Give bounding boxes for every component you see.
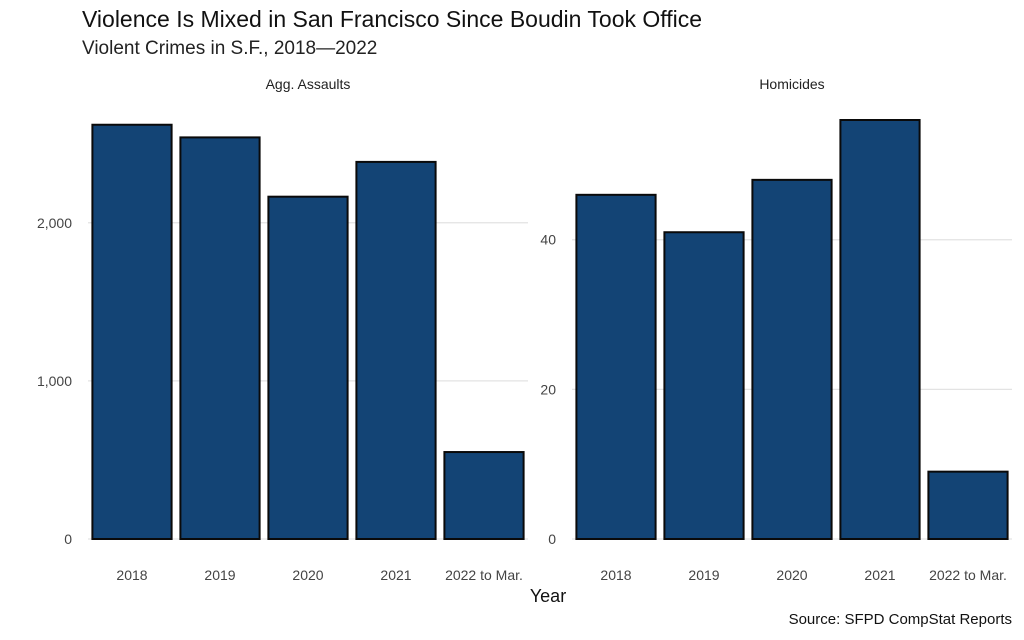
bar-1-0 [575,193,657,540]
bar-1-4 [927,470,1009,540]
x-tick-label-0-1: 2019 [204,567,235,583]
x-tick-label-0-3: 2021 [380,567,411,583]
facet-label-0: Agg. Assaults [266,76,351,92]
bar-1-3 [839,119,921,540]
x-tick-label-1-1: 2019 [688,567,719,583]
x-tick-label-0-2: 2020 [292,567,323,583]
x-tick-label-0-0: 2018 [116,567,147,583]
x-tick-label-1-4: 2022 to Mar. [929,567,1007,583]
bar-0-4 [443,451,525,541]
x-tick-label-1-2: 2020 [776,567,807,583]
y-tick-label-0-1: 1,000 [37,373,72,389]
x-axis-title: Year [530,586,566,606]
source-caption: Source: SFPD CompStat Reports [788,611,1012,628]
x-tick-label-1-0: 2018 [600,567,631,583]
chart-title: Violence Is Mixed in San Francisco Since… [82,6,703,32]
y-tick-label-1-0: 0 [548,531,556,547]
chart-subtitle: Violent Crimes in S.F., 2018—2022 [82,38,378,59]
bar-0-3 [355,160,437,540]
y-tick-label-1-2: 40 [540,232,556,248]
y-tick-label-0-2: 2,000 [37,215,72,231]
bar-0-0 [91,123,173,540]
x-tick-label-1-3: 2021 [864,567,895,583]
bar-0-1 [179,136,261,540]
y-tick-label-1-1: 20 [540,381,556,397]
bar-1-1 [663,231,745,540]
y-tick-label-0-0: 0 [64,531,72,547]
bar-0-2 [267,195,349,540]
x-tick-label-0-4: 2022 to Mar. [445,567,523,583]
bar-1-2 [751,178,833,540]
facet-label-1: Homicides [759,76,824,92]
